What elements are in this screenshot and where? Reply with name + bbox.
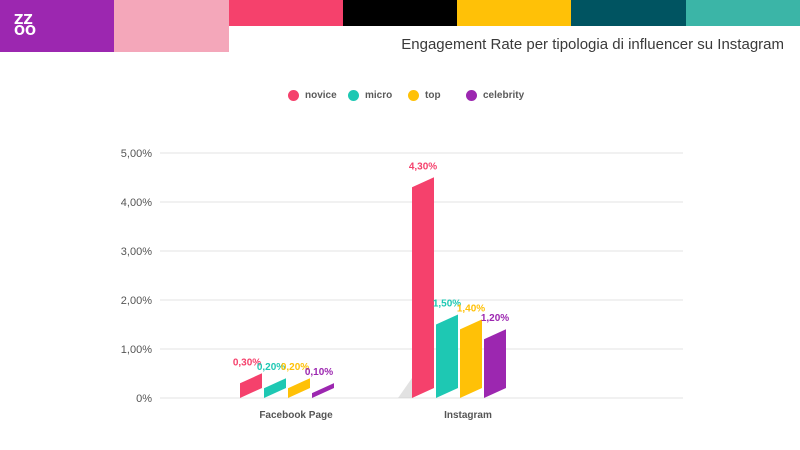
- legend-label-novice: novice: [305, 90, 337, 101]
- y-tick-label: 5,00%: [121, 148, 152, 160]
- bar-shadow: [398, 378, 412, 398]
- data-label-micro-0: 0,20%: [257, 362, 285, 373]
- y-tick-label: 0%: [136, 393, 152, 405]
- logo-wordmark: ZZ OO: [14, 13, 37, 39]
- bar-celebrity-0: [312, 383, 334, 398]
- legend-label-micro: micro: [365, 90, 393, 101]
- y-tick-label: 4,00%: [121, 197, 152, 209]
- data-label-top-1: 1,40%: [457, 303, 485, 314]
- bar-novice-1: [412, 177, 434, 398]
- data-label-top-0: 0,20%: [281, 362, 309, 373]
- bar-top-1: [460, 319, 482, 398]
- bar-micro-1: [436, 314, 458, 398]
- legend-swatch-celebrity: [466, 90, 477, 101]
- brand-stripe-teal: [686, 0, 800, 26]
- data-label-celebrity-0: 0,10%: [305, 367, 333, 378]
- legend-swatch-micro: [348, 90, 359, 101]
- brand-stripe-black: [343, 0, 457, 26]
- legend-swatch-novice: [288, 90, 299, 101]
- chart-legend: novice micro top celebrity: [0, 90, 800, 110]
- brand-stripe-pink: [229, 0, 343, 26]
- x-category-label: Instagram: [444, 410, 492, 421]
- y-tick-label: 1,00%: [121, 344, 152, 356]
- brand-stripe-light-pink: [114, 0, 229, 52]
- legend-item-celebrity: celebrity: [466, 90, 524, 101]
- brand-stripe-yellow: [457, 0, 571, 26]
- bar-micro-0: [264, 378, 286, 398]
- legend-item-micro: micro: [348, 90, 392, 101]
- legend-label-celebrity: celebrity: [483, 90, 525, 101]
- brand-stripe-dark-teal: [571, 0, 686, 26]
- bar-novice-0: [240, 373, 262, 398]
- brand-color-bar: ZZ OO: [0, 0, 800, 52]
- legend-item-top: top: [408, 90, 441, 101]
- bar-top-0: [288, 378, 310, 398]
- y-tick-label: 2,00%: [121, 295, 152, 307]
- data-label-novice-0: 0,30%: [233, 357, 261, 368]
- bar-celebrity-1: [484, 329, 506, 398]
- y-tick-label: 3,00%: [121, 246, 152, 258]
- data-label-novice-1: 4,30%: [409, 161, 437, 172]
- data-label-micro-1: 1,50%: [433, 299, 461, 310]
- legend-item-novice: novice: [288, 90, 337, 101]
- legend-swatch-top: [408, 90, 419, 101]
- brand-logo: ZZ OO: [0, 0, 114, 52]
- legend-label-top: top: [425, 90, 441, 101]
- data-label-celebrity-1: 1,20%: [481, 313, 509, 324]
- chart-title: Engagement Rate per tipologia di influen…: [401, 36, 784, 53]
- x-category-label: Facebook Page: [259, 410, 333, 421]
